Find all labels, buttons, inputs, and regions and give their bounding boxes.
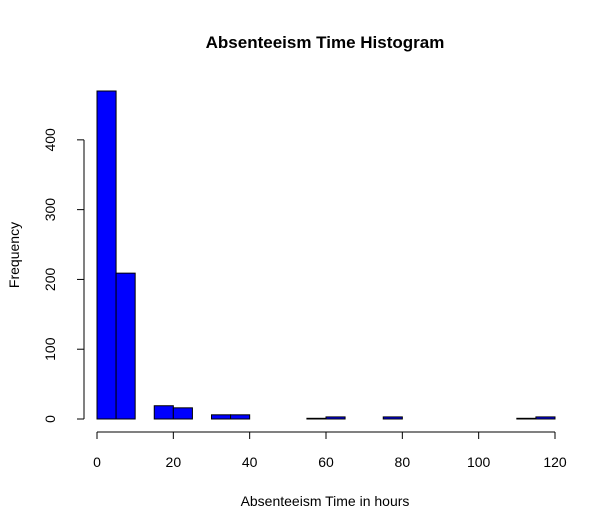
y-tick-label-400: 400 xyxy=(42,128,58,152)
x-tick-label-40: 40 xyxy=(242,454,258,470)
y-tick-label-300: 300 xyxy=(42,198,58,222)
histogram-bar-35-40 xyxy=(230,414,251,420)
histogram-bar-55-60 xyxy=(306,417,327,420)
x-tick-label-100: 100 xyxy=(467,454,491,470)
histogram-bar-0-5 xyxy=(96,90,117,420)
y-tick-label-200: 200 xyxy=(42,268,58,292)
y-tick-label-100: 100 xyxy=(42,337,58,361)
bars xyxy=(96,90,556,420)
histogram-bar-20-25 xyxy=(172,407,193,420)
y-axis: 0 100 200 300 400 xyxy=(42,128,85,423)
x-tick-label-80: 80 xyxy=(395,454,411,470)
y-axis-label: Frequency xyxy=(6,222,22,288)
histogram-bar-75-80 xyxy=(382,416,403,420)
chart-title: Absenteeism Time Histogram xyxy=(206,33,445,52)
histogram-bar-30-35 xyxy=(211,414,232,420)
histogram-bar-60-65 xyxy=(325,416,346,420)
x-axis: 0 20 40 60 80 100 120 xyxy=(93,431,567,470)
x-tick-label-20: 20 xyxy=(166,454,182,470)
histogram-bar-5-10 xyxy=(115,272,136,420)
y-tick-label-0: 0 xyxy=(42,415,58,423)
x-axis-label: Absenteeism Time in hours xyxy=(241,493,410,509)
histogram-bar-110-115 xyxy=(516,417,537,420)
x-tick-label-60: 60 xyxy=(318,454,334,470)
histogram-bar-15-20 xyxy=(153,405,174,420)
x-tick-label-120: 120 xyxy=(543,454,567,470)
histogram-bar-115-120 xyxy=(535,416,556,420)
x-tick-label-0: 0 xyxy=(93,454,101,470)
